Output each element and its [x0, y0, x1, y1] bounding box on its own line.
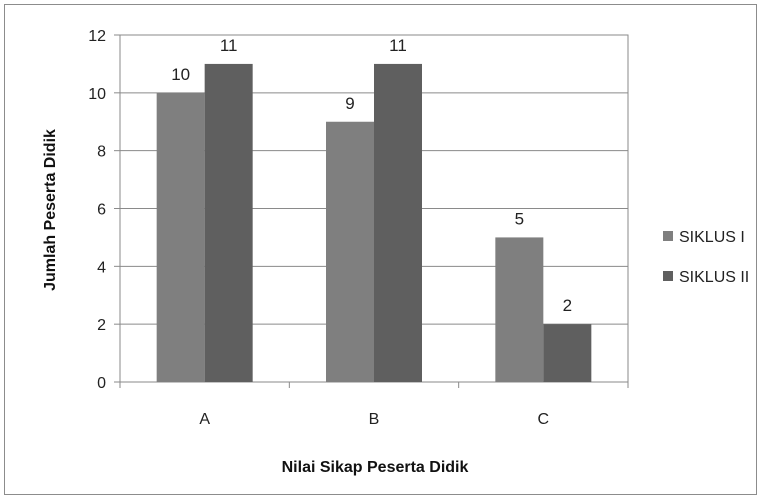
- y-axis-ticks: 0 2 4 6 8 10 12: [88, 28, 120, 392]
- y-tick-label: 12: [88, 28, 106, 45]
- bar-siklus-ii-c: [543, 324, 592, 382]
- data-label: 5: [515, 209, 524, 228]
- legend-swatch-siklus-2: [663, 271, 673, 281]
- bar-siklus-i-a: [156, 92, 205, 382]
- y-axis-title: Jumlah Peserta Didik: [42, 129, 59, 291]
- bar-siklus-i-c: [495, 237, 544, 382]
- y-tick-label: 6: [97, 202, 106, 219]
- bars: [156, 63, 592, 383]
- x-tick-label: C: [538, 411, 550, 428]
- x-axis-title: Nilai Sikap Peserta Didik: [282, 459, 469, 476]
- legend-swatch-siklus-1: [663, 231, 673, 241]
- legend-label-siklus-1: SIKLUS I: [679, 229, 745, 246]
- y-tick-label: 10: [88, 86, 106, 103]
- data-label: 10: [171, 65, 190, 84]
- bar-siklus-i-b: [326, 121, 374, 382]
- data-label: 9: [345, 94, 354, 113]
- legend-label-siklus-2: SIKLUS II: [679, 269, 749, 286]
- x-tick-label: B: [369, 411, 380, 428]
- data-label: 11: [220, 36, 238, 55]
- x-axis-ticks: A B C: [119, 382, 629, 428]
- y-tick-label: 0: [97, 375, 106, 392]
- legend: SIKLUS I SIKLUS II: [663, 229, 749, 286]
- y-tick-label: 4: [97, 259, 106, 276]
- data-labels: 10 9 5 11 11 2: [171, 36, 572, 315]
- data-label: 2: [563, 296, 572, 315]
- bar-siklus-ii-b: [374, 63, 422, 383]
- y-tick-label: 8: [97, 144, 106, 161]
- x-tick-label: A: [199, 411, 210, 428]
- y-tick-label: 2: [97, 317, 106, 334]
- bar-siklus-ii-a: [204, 63, 253, 383]
- data-label: 11: [389, 36, 407, 55]
